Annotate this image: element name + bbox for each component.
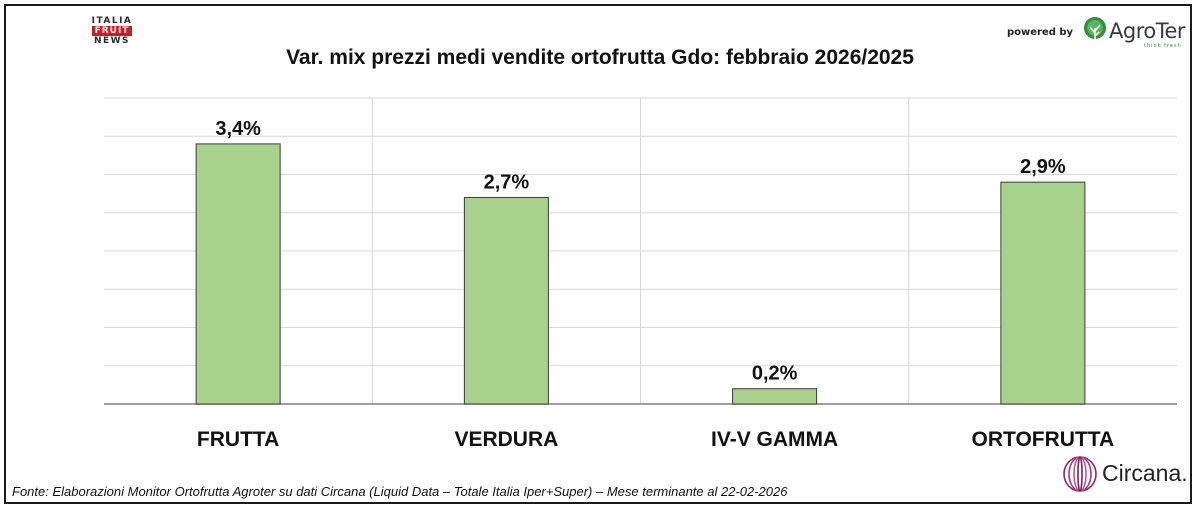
chart-title: Var. mix prezzi medi vendite ortofrutta … [286, 46, 914, 69]
category-label: ORTOFRUTTA [972, 428, 1115, 451]
category-labels: FRUTTA VERDURA IV-V GAMMA ORTOFRUTTA [197, 428, 1114, 451]
agroter-logo: AgroTer think fresh [1080, 16, 1190, 49]
agroter-wordmark: AgroTer [1109, 19, 1186, 43]
bar-ortofrutta [1000, 181, 1086, 405]
value-labels: 3,4% 2,7% 0,2% 2,9% [215, 118, 1066, 385]
gridlines [104, 97, 1177, 405]
bars [195, 143, 1086, 405]
category-label: IV-V GAMMA [711, 428, 838, 451]
powered-by-label: powered by [1007, 27, 1074, 38]
bar-iv-v-gamma [732, 388, 818, 405]
data-label: 2,7% [484, 171, 530, 193]
circana-logo: Circana. [1060, 454, 1190, 494]
logo-line-fruit: FRUIT [91, 26, 133, 36]
bar-frutta [195, 143, 281, 405]
circana-wordmark: Circana. [1102, 460, 1188, 486]
logo-line-news: NEWS [93, 36, 131, 46]
category-label: FRUTTA [197, 428, 279, 451]
category-label: VERDURA [454, 428, 558, 451]
logo-line-italia: ITALIA [91, 16, 133, 26]
data-label: 0,2% [752, 363, 798, 385]
data-label: 3,4% [215, 118, 261, 140]
circana-globe-icon [1063, 456, 1097, 492]
bar-verdura [463, 196, 549, 405]
agroter-tagline: think fresh [1144, 43, 1182, 49]
tree-icon [1084, 17, 1106, 44]
italia-fruit-news-logo: ITALIA FRUIT NEWS [88, 16, 136, 46]
source-note: Fonte: Elaborazioni Monitor Ortofrutta A… [12, 484, 788, 499]
data-label: 2,9% [1020, 156, 1066, 178]
